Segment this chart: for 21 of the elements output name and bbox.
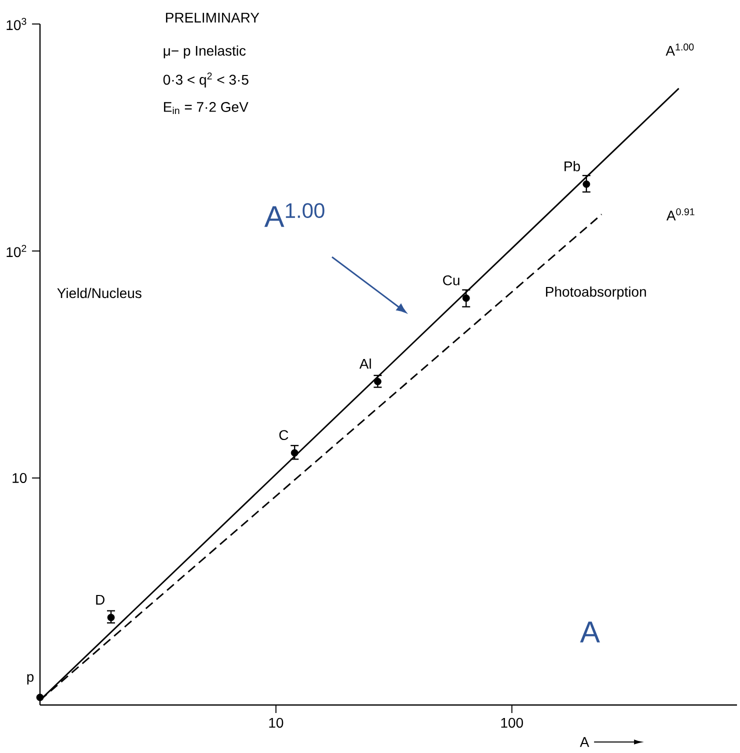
x-tick-label: 100 <box>501 718 523 728</box>
x-axis-title: A <box>580 737 590 747</box>
y-tick-label: 10$^{2}$ <box>6 244 26 258</box>
text: A$^{0.91}$ <box>666 208 694 220</box>
y-tick-label: 10 <box>12 473 27 483</box>
annotation: A$^{1.00}$ <box>264 203 324 227</box>
annotation: E$_{in}$ = 7·2 GeV <box>164 102 248 114</box>
y-axis-title: Yield/Nucleus <box>57 288 142 298</box>
annotation: C <box>279 430 288 440</box>
annotation: A <box>580 622 600 642</box>
annotation: D <box>96 594 104 605</box>
annotation: μ− p Inelastic <box>164 45 246 59</box>
annotation: Pb <box>564 161 580 172</box>
text: A$^{1.00}$ <box>666 44 694 56</box>
annotation: p <box>27 674 34 685</box>
annotation: Cu <box>443 275 460 286</box>
annotation: Al <box>359 358 371 369</box>
y-tick-label: 10$^{3}$ <box>6 18 26 30</box>
chart-title: PRELIMINARY <box>166 12 260 22</box>
annotation: 0·3 < q$^{2}$ < 3·5 <box>163 72 248 88</box>
annotation: Photoabsorption <box>546 286 646 300</box>
